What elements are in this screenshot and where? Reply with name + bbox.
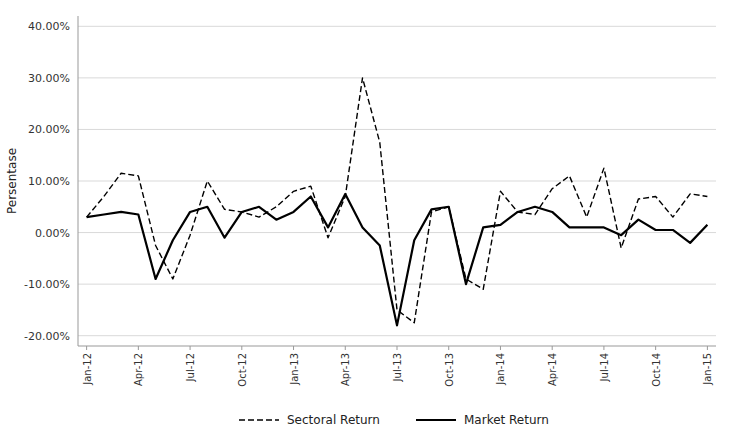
y-tick-label: 40.00% bbox=[28, 20, 70, 33]
grid-line bbox=[78, 232, 716, 233]
grid-line bbox=[78, 26, 716, 27]
x-tick-label: Jan-13 bbox=[289, 353, 300, 386]
y-tick-label: 30.00% bbox=[28, 72, 70, 85]
grid-line bbox=[78, 129, 716, 130]
y-tick-label: -10.00% bbox=[24, 278, 70, 291]
x-tick bbox=[552, 346, 553, 350]
x-tick bbox=[190, 346, 191, 350]
grid-line bbox=[78, 77, 716, 78]
x-tick bbox=[345, 346, 346, 350]
x-tick-label: Apr-13 bbox=[340, 353, 351, 386]
x-tick bbox=[448, 346, 449, 350]
x-tick bbox=[707, 346, 708, 350]
x-tick bbox=[500, 346, 501, 350]
y-axis: -20.00% -10.00% 0.00% 10.00% 20.00% 30.00% 40.… bbox=[24, 16, 716, 346]
x-tick-label: Oct-14 bbox=[651, 353, 662, 387]
grid-line bbox=[78, 181, 716, 182]
x-tick bbox=[603, 346, 604, 350]
x-tick-label: Jul-13 bbox=[392, 353, 403, 382]
y-tick-label: 0.00% bbox=[35, 227, 70, 240]
x-tick bbox=[241, 346, 242, 350]
x-tick-label: Apr-14 bbox=[547, 353, 558, 386]
legend-label: Sectoral Return bbox=[287, 413, 380, 427]
x-tick-label: Jul-14 bbox=[599, 353, 610, 382]
x-tick-label: Oct-12 bbox=[237, 353, 248, 387]
legend-swatch bbox=[416, 419, 456, 421]
x-tick bbox=[86, 346, 87, 350]
legend-swatch bbox=[239, 419, 279, 420]
grid-line bbox=[78, 284, 716, 285]
y-tick-label: 20.00% bbox=[28, 123, 70, 136]
y-axis-line bbox=[78, 16, 79, 346]
grid-line bbox=[78, 335, 716, 336]
y-tick-label: 10.00% bbox=[28, 175, 70, 188]
x-axis: Jan-12 Apr-12 Jul-12 Oct-12 Jan-13 Apr-13 Jul-… bbox=[78, 346, 716, 387]
x-tick bbox=[138, 346, 139, 350]
x-tick-label: Jan-12 bbox=[82, 353, 93, 386]
legend: Sectoral Return Market Return bbox=[239, 413, 549, 427]
x-tick bbox=[655, 346, 656, 350]
series-line bbox=[87, 194, 708, 325]
lines bbox=[87, 78, 708, 326]
x-tick-label: Jul-12 bbox=[185, 353, 196, 382]
x-tick bbox=[293, 346, 294, 350]
x-tick bbox=[397, 346, 398, 350]
chart: -20.00% -10.00% 0.00% 10.00% 20.00% 30.00% 40.… bbox=[0, 0, 732, 438]
x-tick-label: Jan-15 bbox=[702, 353, 713, 386]
series-line bbox=[87, 78, 708, 323]
legend-label: Market Return bbox=[464, 413, 549, 427]
y-tick-label: -20.00% bbox=[24, 330, 70, 343]
x-tick-label: Oct-13 bbox=[444, 353, 455, 387]
y-axis-label: Persentase bbox=[5, 148, 19, 214]
x-tick-label: Jan-14 bbox=[495, 353, 506, 386]
x-tick-label: Apr-12 bbox=[133, 353, 144, 386]
